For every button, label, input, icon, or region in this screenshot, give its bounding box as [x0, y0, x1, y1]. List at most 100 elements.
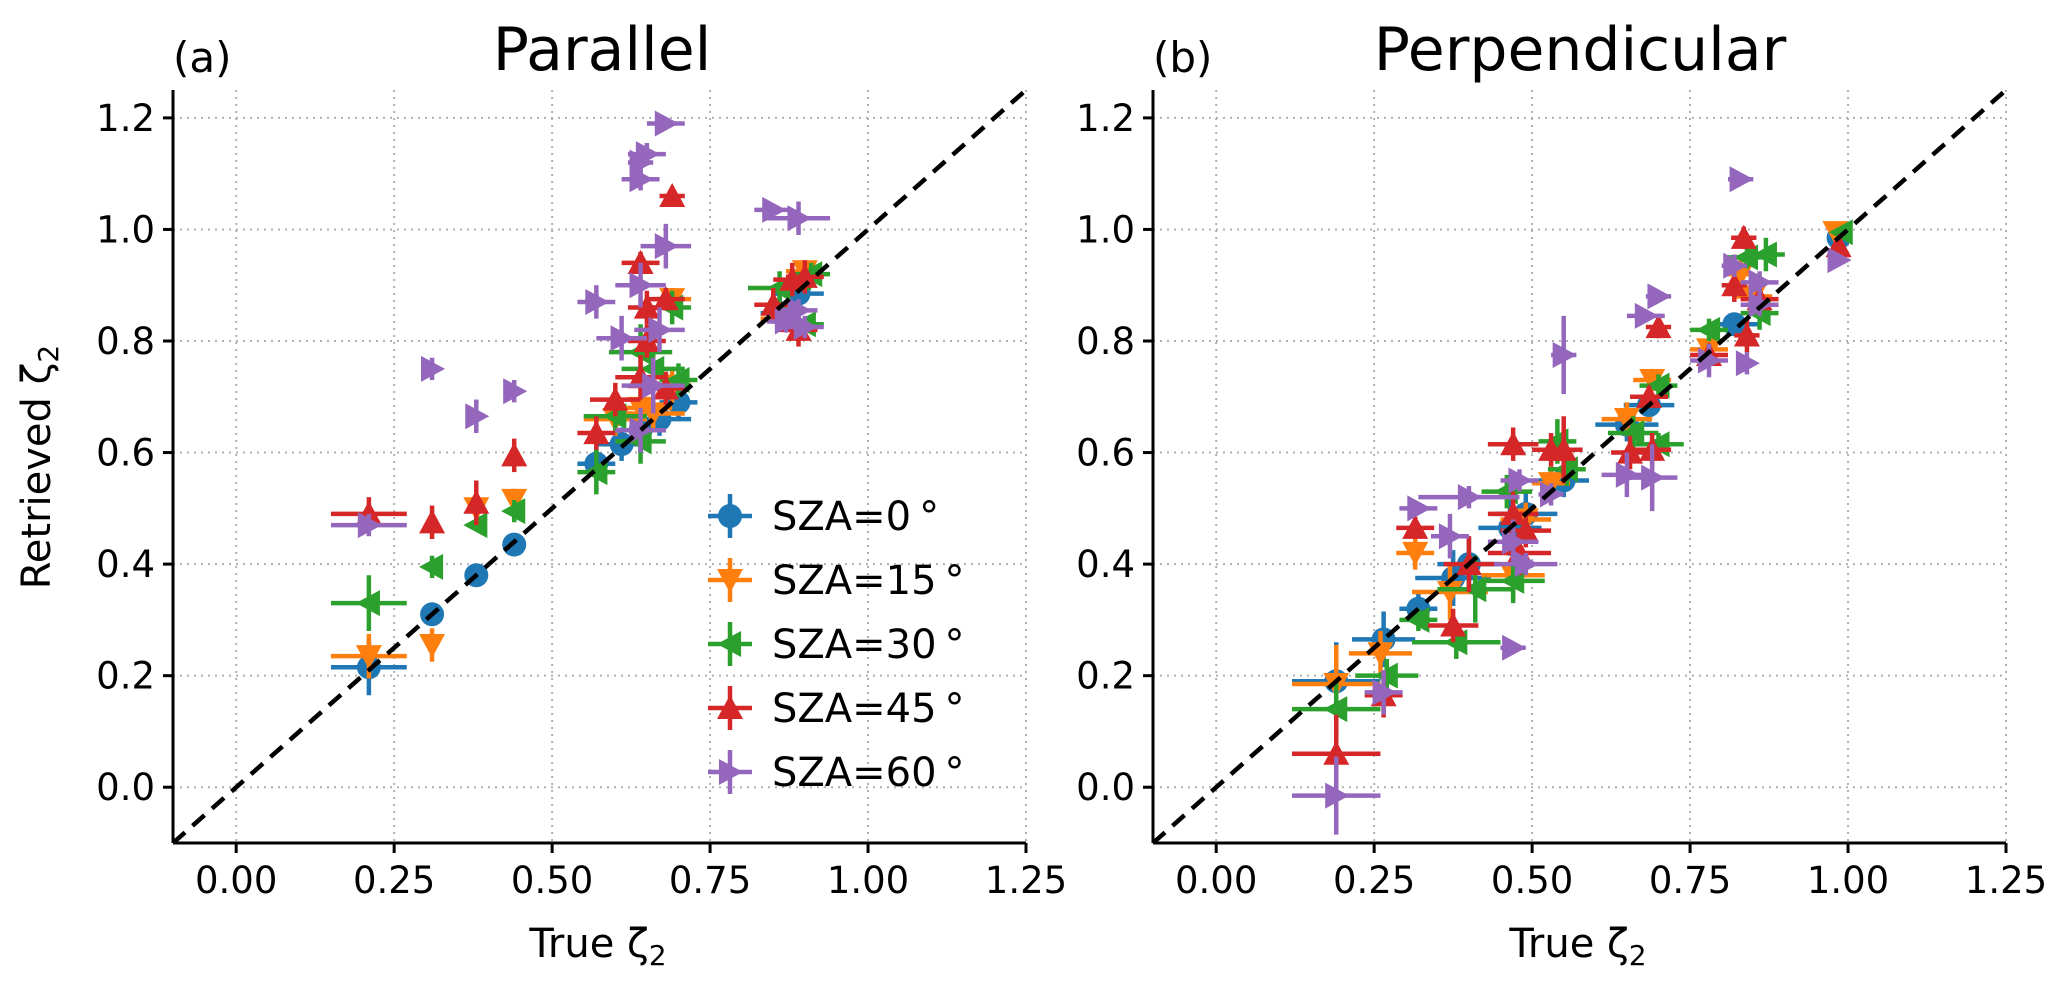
x-tick-label: 0.00 [1175, 859, 1257, 902]
data-point [465, 403, 490, 430]
legend-marker [718, 759, 743, 785]
legend-marker [717, 631, 742, 657]
data-point [1438, 523, 1463, 550]
series-triangle-right [1292, 166, 1852, 835]
data-point [583, 459, 608, 486]
data-point [1402, 541, 1429, 566]
data-point [629, 166, 654, 193]
legend-item: SZA=30 ° [708, 622, 965, 668]
data-point [787, 297, 812, 324]
data-point [1512, 517, 1539, 542]
data-point [1634, 302, 1659, 329]
series-triangle-down [330, 260, 824, 679]
data-point [648, 316, 673, 343]
data-point [501, 498, 526, 525]
y-tick-label: 0.4 [96, 543, 155, 586]
data-point [1748, 269, 1773, 296]
data-point [1440, 612, 1467, 637]
legend-label: SZA=0 ° [772, 494, 939, 540]
data-point [1457, 484, 1482, 511]
reference-line-y-equals-x [171, 88, 1028, 845]
y-tick-label: 1.0 [1076, 208, 1135, 251]
data-point [610, 325, 635, 352]
data-point [1620, 420, 1645, 447]
data-point [627, 249, 654, 274]
y-tick-label: 1.2 [1076, 97, 1135, 140]
data-point [1696, 316, 1721, 343]
data-point [357, 512, 382, 539]
legend-item: SZA=15 ° [708, 558, 965, 604]
data-point [1325, 782, 1350, 809]
data-point [1500, 500, 1527, 525]
data-point [774, 308, 799, 335]
series-triangle-right [330, 110, 831, 539]
data-point [1722, 312, 1747, 337]
y-tick-label: 0.0 [96, 766, 155, 809]
data-point [419, 553, 444, 580]
y-tick-label: 0.6 [1076, 432, 1135, 475]
data-point [1540, 481, 1565, 508]
data-point [1733, 322, 1760, 347]
data-point [635, 141, 660, 168]
x-tick-label: 0.25 [353, 859, 435, 902]
legend-label: SZA=15 ° [772, 558, 965, 604]
x-tick-label: 0.50 [511, 859, 593, 902]
y-tick-label: 0.8 [96, 320, 155, 363]
x-tick-label: 0.75 [1649, 859, 1731, 902]
data-point [419, 509, 446, 534]
x-tick-label: 1.00 [1807, 859, 1889, 902]
data-point [419, 633, 446, 658]
legend-label: SZA=30 ° [772, 622, 965, 668]
data-point [1729, 166, 1754, 193]
x-axis-label-b: True ζ2 [1508, 921, 1646, 972]
data-point [793, 314, 818, 341]
data-point [1723, 252, 1748, 279]
panel-tag-b: (b) [1153, 33, 1212, 82]
data-point [501, 442, 528, 467]
y-tick-label: 1.0 [96, 208, 155, 251]
y-tick-label: 0.6 [96, 432, 155, 475]
data-point [1462, 576, 1487, 603]
series-circle [330, 276, 824, 696]
panel-parallel: (a) Parallel 0.00 0.25 0.50 0.75 1.00 1.250.0… [14, 15, 1067, 972]
data-point [1617, 439, 1644, 464]
data-point [1508, 467, 1533, 494]
data-point [503, 378, 528, 405]
data-point [791, 263, 818, 288]
data-point [1502, 634, 1527, 661]
data-point [1735, 350, 1760, 377]
data-point [1730, 224, 1757, 249]
data-point [654, 233, 679, 260]
data-point [1514, 551, 1539, 578]
data-point [1636, 383, 1663, 408]
data-point [355, 645, 382, 670]
data-point [1615, 461, 1640, 488]
data-point [1402, 514, 1429, 539]
data-point [1323, 740, 1350, 765]
data-point [654, 110, 679, 137]
legend-marker [717, 695, 743, 720]
data-point [585, 288, 610, 315]
x-tick-label: 0.00 [195, 859, 277, 902]
legend-marker [717, 568, 743, 593]
data-point [1645, 314, 1672, 339]
data-point [787, 205, 812, 232]
reference-line-y-equals-x [1151, 88, 2008, 845]
panel-perpendicular: (b) Perpendicular 0.00 0.25 0.50 0.75 1.00 1.… [1076, 15, 2047, 972]
axes-a: 0.00 0.25 0.50 0.75 1.00 1.25 0.0 0.2 0.4 0.6 0.8 1… [96, 90, 1067, 902]
data-point [421, 355, 446, 382]
legend-marker [718, 504, 742, 528]
legend-item: SZA=0 ° [708, 494, 939, 540]
y-tick-label: 0.8 [1076, 320, 1135, 363]
data-point [1372, 679, 1397, 706]
data-point [602, 386, 629, 411]
data-point [1613, 408, 1640, 433]
data-point [1405, 606, 1430, 633]
data-point [633, 294, 660, 319]
data-point [1827, 247, 1852, 274]
y-axis-label-a: Retrieved ζ2 [14, 345, 65, 589]
x-axis-label-a: True ζ2 [528, 921, 666, 972]
data-points-a [171, 88, 1028, 845]
y-tick-label: 0.4 [1076, 543, 1135, 586]
